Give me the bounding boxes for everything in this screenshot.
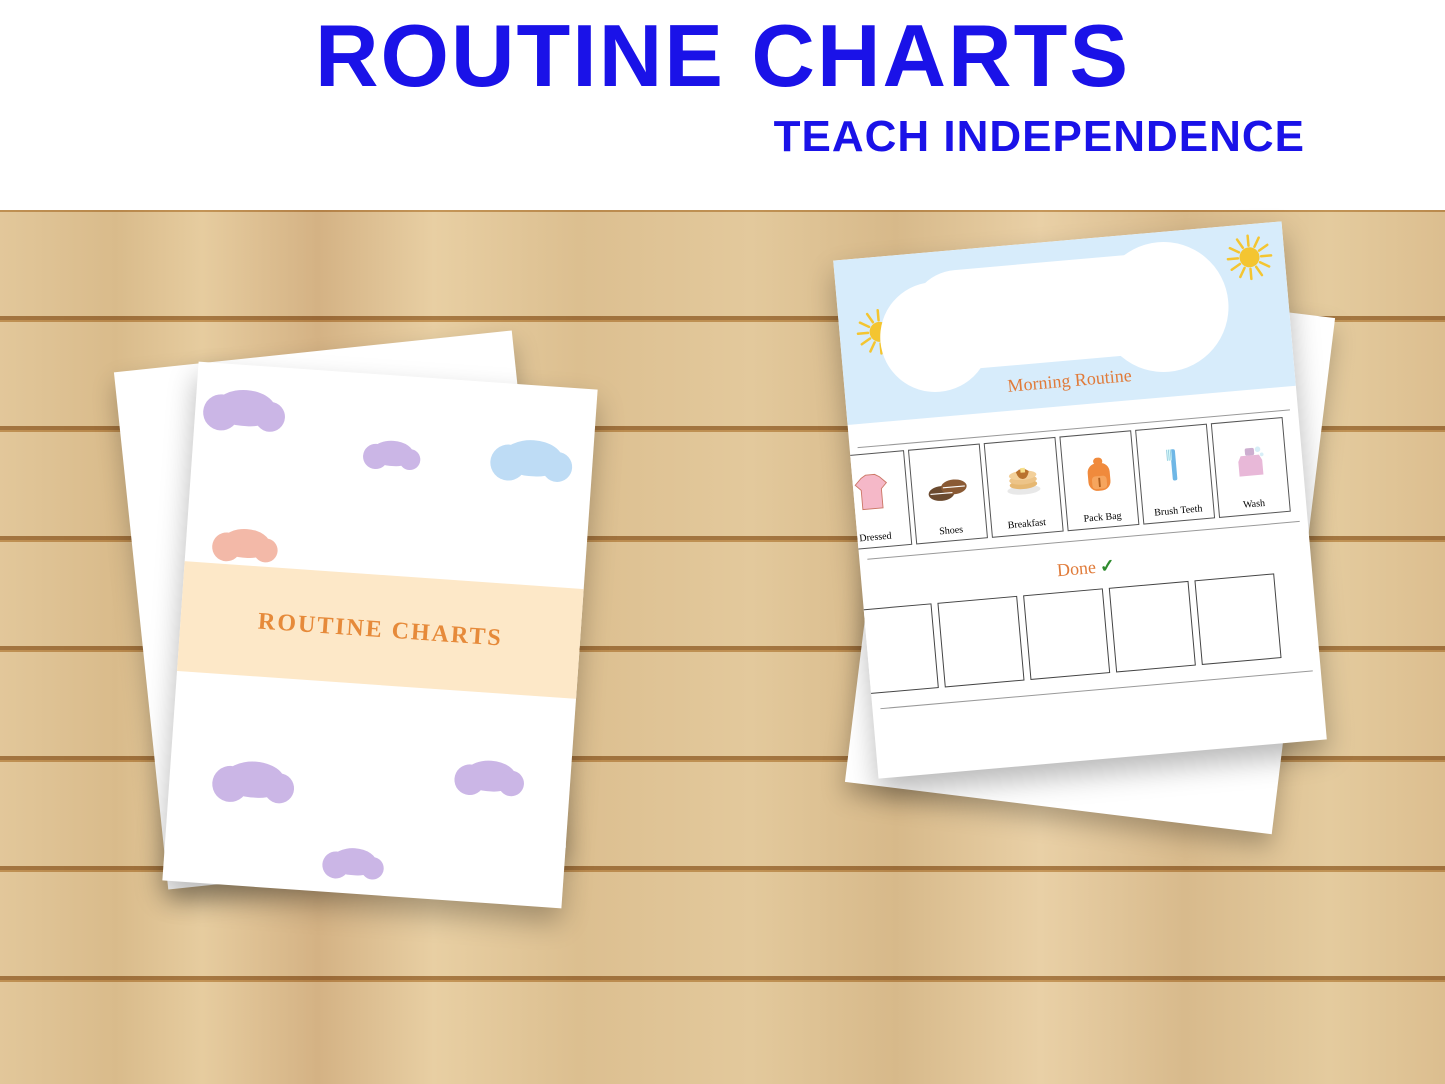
right-front-sheet: Morning Routine Dressed Shoes Breakfast … [833,221,1327,778]
task-label: Wash [1243,498,1266,511]
left-front-sheet: ROUTINE CHARTS [162,362,597,909]
done-cell [1194,573,1281,665]
done-cell [937,596,1024,688]
header: ROUTINE CHARTS TEACH INDEPENDENCE [0,0,1445,210]
wood-board: ROUTINE CHARTS Morning Routine [0,210,1445,1084]
cloud-icon [331,847,378,877]
soap-icon [1212,418,1289,502]
task-cell-soap: Wash [1211,417,1291,518]
done-text: Done [1056,557,1097,580]
main-title: ROUTINE CHARTS [0,10,1445,102]
task-cell-pancakes: Breakfast [984,437,1064,538]
task-label: Dressed [859,531,892,545]
subtitle: TEACH INDEPENDENCE [0,112,1445,162]
check-icon: ✓ [1099,555,1116,576]
shoes-icon [909,445,986,529]
left-banner: ROUTINE CHARTS [167,560,594,699]
cloud-icon [214,388,276,428]
shirt-icon [833,451,910,535]
backpack-icon [1060,431,1137,515]
cloud-icon [464,759,517,793]
task-cell-backpack: Pack Bag [1059,430,1139,531]
pancakes-icon [985,438,1062,522]
right-mockup: Morning Routine Dressed Shoes Breakfast … [855,240,1325,800]
task-cell-shirt: Dressed [833,450,912,551]
sun-icon [1222,230,1276,284]
task-label: Breakfast [1007,517,1046,531]
cloud-icon [221,527,271,559]
cloud-icon [502,438,564,478]
task-cell-toothbrush: Brush Teeth [1135,424,1215,525]
cloud-icon [371,439,415,467]
done-cell [1023,588,1110,680]
task-row: Dressed Shoes Breakfast Pack Bag Brush T… [858,416,1307,549]
task-label: Shoes [939,524,964,537]
done-cell [1109,581,1196,673]
cloud-icon [223,760,285,800]
big-cloud-icon [905,248,1213,374]
task-cell-shoes: Shoes [908,444,988,545]
left-banner-text: ROUTINE CHARTS [257,608,503,652]
left-mockup: ROUTINE CHARTS [150,360,570,900]
task-label: Pack Bag [1083,510,1122,524]
toothbrush-icon [1136,425,1213,509]
